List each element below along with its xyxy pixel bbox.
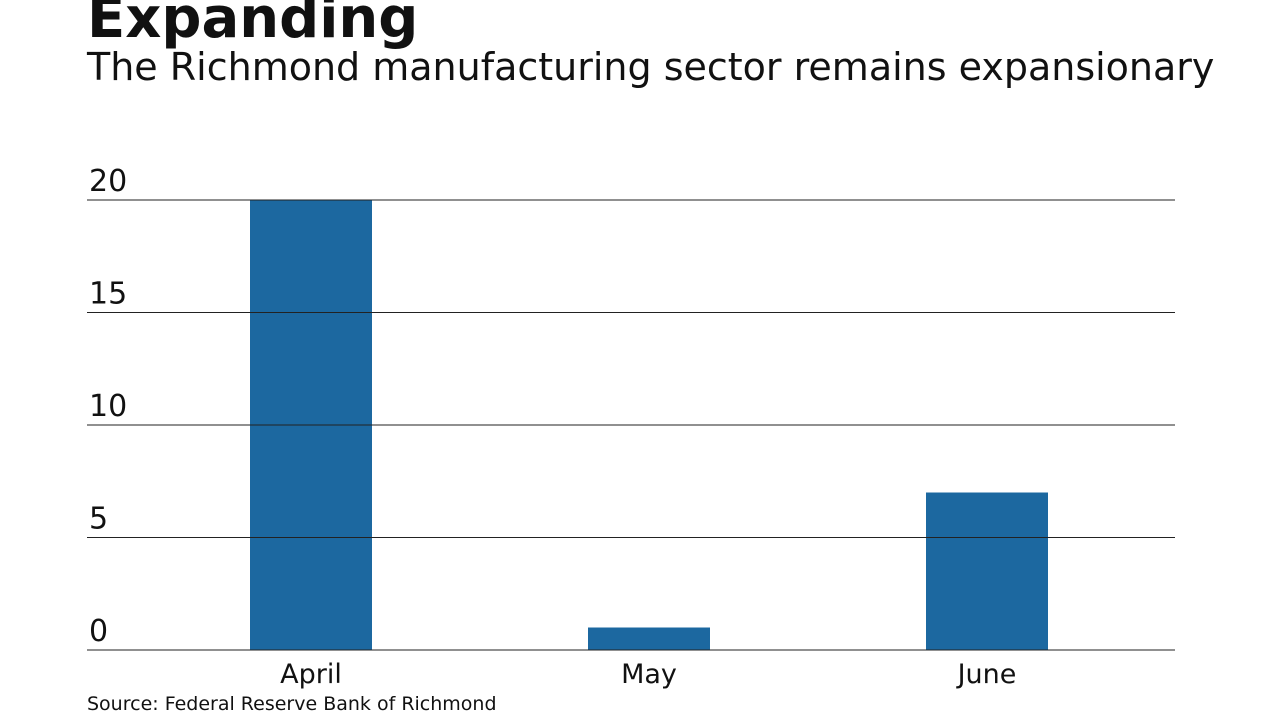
chart-subtitle: The Richmond manufacturing sector remain… (86, 45, 1214, 89)
y-tick-label: 20 (89, 164, 127, 199)
bar (588, 627, 710, 650)
x-tick-label: April (280, 659, 342, 690)
y-tick-label: 10 (89, 389, 127, 424)
bar (926, 492, 1048, 650)
source: Source: Federal Reserve Bank of Richmond (87, 693, 497, 715)
y-tick-label: 5 (89, 502, 108, 537)
x-tick-label: June (956, 659, 1017, 690)
y-tick-label: 15 (89, 277, 127, 312)
y-tick-label: 0 (89, 614, 108, 649)
x-tick-label: May (621, 659, 677, 690)
chart-title: Expanding (87, 0, 418, 51)
